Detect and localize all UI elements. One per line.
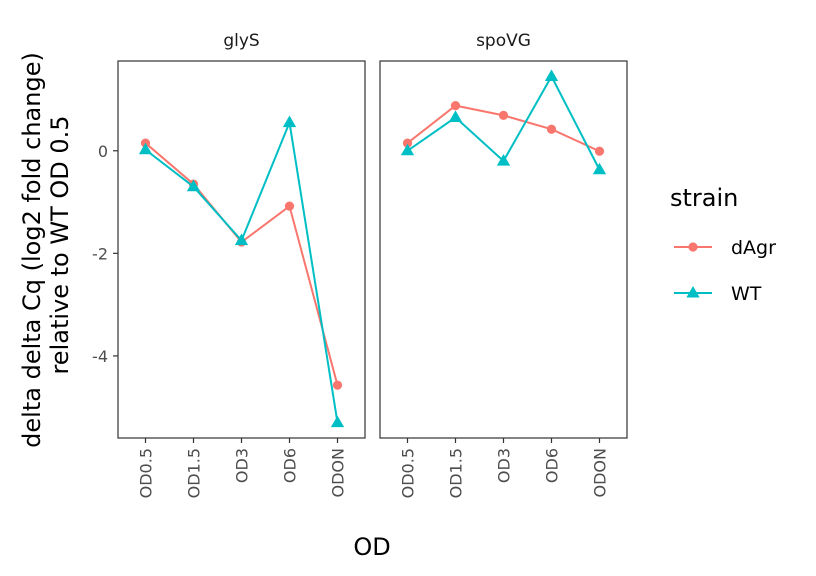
x-tick-label: ODON [329, 448, 348, 497]
panel-border [117, 60, 366, 439]
point-dAgr [284, 201, 295, 211]
x-tick-label: OD6 [543, 448, 562, 483]
legend-entry-WT: WT [674, 283, 762, 305]
legend-key-marker [686, 286, 700, 298]
point-WT [282, 115, 297, 128]
legend-label: WT [731, 283, 762, 305]
facet-title: glyS [223, 31, 259, 51]
point-dAgr [594, 146, 605, 156]
x-tick-label: OD0.5 [137, 448, 156, 498]
y-tick-label: -2 [92, 244, 108, 263]
y-tick-label: 0 [98, 142, 108, 161]
x-tick-label: OD0.5 [399, 448, 418, 498]
point-WT [234, 233, 249, 246]
facet-panels: glyS OD0.5 OD1.5 OD3 OD6 ODON spoVG OD0.5 OD1.5 O… [117, 31, 628, 498]
legend-title: strain [670, 184, 738, 212]
point-WT [186, 179, 201, 192]
point-dAgr [450, 101, 461, 111]
y-axis: 0 -2 -4 [92, 142, 118, 366]
x-tick-label: OD6 [281, 448, 300, 483]
series-line-dAgr [144, 142, 339, 386]
point-WT [138, 142, 153, 155]
x-tick-label: OD1.5 [447, 448, 466, 498]
point-WT [496, 154, 511, 166]
point-WT [448, 110, 463, 122]
facet-title: spoVG [476, 31, 531, 51]
legend: strain dAgr WT [670, 184, 776, 305]
y-axis-title-line-1: delta delta Cq (log2 fold change) [18, 52, 46, 448]
y-axis-title-line-2: relative to WT OD 0.5 [46, 115, 74, 374]
x-tick-label: ODON [591, 448, 610, 497]
x-tick-label: OD3 [495, 448, 514, 483]
point-dAgr [332, 380, 343, 390]
facet-panel-spoVG: spoVG OD0.5 OD1.5 OD3 OD6 ODON [379, 31, 628, 498]
x-tick-label: OD1.5 [185, 448, 204, 498]
point-dAgr [498, 110, 509, 120]
facet-panel-glyS: glyS OD0.5 OD1.5 OD3 OD6 ODON [117, 31, 366, 498]
legend-label: dAgr [731, 237, 776, 259]
y-tick-label: -4 [92, 347, 108, 366]
point-dAgr [546, 124, 557, 134]
point-WT [592, 162, 607, 175]
point-dAgr [402, 138, 413, 148]
x-tick-label: OD3 [233, 448, 252, 483]
legend-key-marker [688, 242, 698, 252]
x-axis-title: OD [353, 533, 390, 561]
point-WT [330, 415, 345, 428]
point-WT [544, 69, 559, 81]
legend-entry-dAgr: dAgr [674, 237, 776, 259]
point-WT [400, 143, 415, 156]
